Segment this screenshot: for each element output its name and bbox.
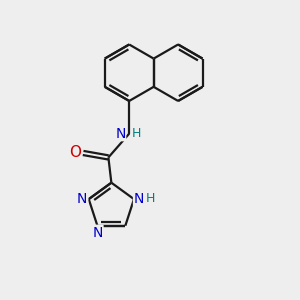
Text: N: N xyxy=(115,127,126,141)
Text: H: H xyxy=(132,127,142,140)
Text: O: O xyxy=(69,146,81,160)
Text: H: H xyxy=(145,192,154,205)
Text: N: N xyxy=(92,226,103,240)
Text: N: N xyxy=(134,191,144,206)
Text: N: N xyxy=(77,192,87,206)
